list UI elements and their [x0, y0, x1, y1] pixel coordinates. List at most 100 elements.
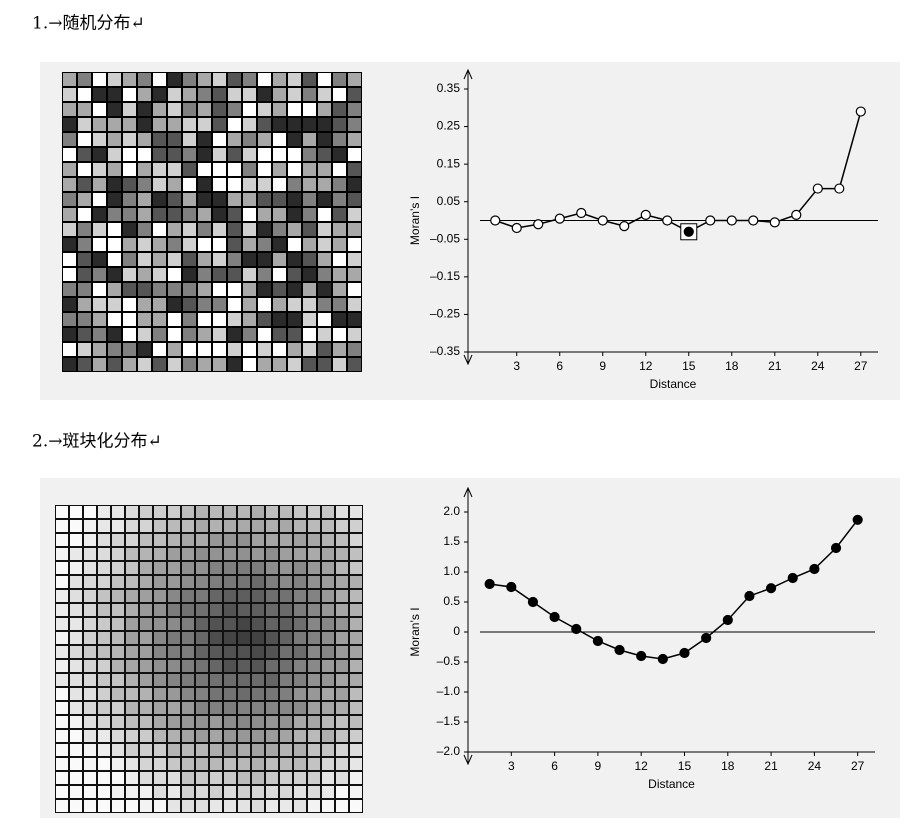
grid-cell	[198, 238, 211, 251]
grid-cell	[126, 632, 138, 644]
grid-cell	[84, 688, 96, 700]
x-tick-label: 27	[854, 359, 868, 373]
grid-cell	[126, 562, 138, 574]
grid-cell	[56, 786, 68, 798]
grid-cell	[123, 163, 136, 176]
grid-cell	[84, 758, 96, 770]
grid-cell	[126, 520, 138, 532]
grid-cell	[140, 716, 152, 728]
grid-cell	[93, 238, 106, 251]
grid-cell	[84, 744, 96, 756]
grid-cell	[138, 148, 151, 161]
grid-cell	[93, 358, 106, 371]
grid-cell	[63, 208, 76, 221]
x-tick-label: 3	[513, 359, 520, 373]
grid-cell	[294, 716, 306, 728]
grid-cell	[348, 73, 361, 86]
grid-cell	[183, 178, 196, 191]
grid-cell	[168, 660, 180, 672]
grid-cell	[108, 298, 121, 311]
grid-cell	[98, 758, 110, 770]
y-tick-label: 0.5	[443, 594, 460, 608]
grid-cell	[168, 772, 180, 784]
grid-cell	[126, 576, 138, 588]
grid-cell	[168, 208, 181, 221]
grid-cell	[224, 716, 236, 728]
grid-cell	[98, 534, 110, 546]
grid-cell	[303, 133, 316, 146]
grid-cell	[238, 688, 250, 700]
y-tick-label: 0.25	[437, 119, 461, 133]
point	[506, 581, 517, 593]
grid-cell	[258, 73, 271, 86]
x-tick-label: 3	[508, 759, 515, 773]
grid-cell	[168, 590, 180, 602]
point	[511, 222, 522, 234]
grid-cell	[63, 73, 76, 86]
grid-cell	[98, 660, 110, 672]
grid-cell	[198, 163, 211, 176]
grid-cell	[123, 88, 136, 101]
grid-cell	[288, 298, 301, 311]
grid-cell	[336, 534, 348, 546]
grid-cell	[213, 118, 226, 131]
grid-cell	[238, 772, 250, 784]
grid-cell	[93, 343, 106, 356]
grid-cell	[213, 163, 226, 176]
grid-cell	[348, 163, 361, 176]
grid-cell	[153, 208, 166, 221]
grid-cell	[210, 646, 222, 658]
grid-cell	[224, 520, 236, 532]
grid-cell	[98, 590, 110, 602]
grid-cell	[348, 343, 361, 356]
grid-cell	[56, 604, 68, 616]
x-tick-label: 21	[768, 359, 782, 373]
grid-cell	[280, 534, 292, 546]
grid-cell	[280, 786, 292, 798]
grid-cell	[213, 88, 226, 101]
grid-cell	[273, 238, 286, 251]
grid-cell	[138, 328, 151, 341]
grid-cell	[126, 506, 138, 518]
grid-cell	[93, 163, 106, 176]
grid-cell	[140, 744, 152, 756]
grid-cell	[308, 786, 320, 798]
grid-cell	[333, 298, 346, 311]
grid-cell	[273, 283, 286, 296]
grid-cell	[318, 193, 331, 206]
grid-cell	[336, 744, 348, 756]
grid-cell	[140, 688, 152, 700]
grid-cell	[266, 520, 278, 532]
grid-cell	[252, 688, 264, 700]
grid-cell	[280, 604, 292, 616]
x-tick-label: 24	[808, 759, 822, 773]
grid-cell	[154, 702, 166, 714]
grid-cell	[350, 744, 362, 756]
grid-cell	[258, 238, 271, 251]
grid-cell	[348, 283, 361, 296]
grid-cell	[63, 328, 76, 341]
grid-cell	[210, 716, 222, 728]
grid-cell	[56, 730, 68, 742]
grid-cell	[126, 772, 138, 784]
grid-cell	[168, 163, 181, 176]
grid-cell	[112, 660, 124, 672]
grid-cell	[213, 208, 226, 221]
grid-cell	[168, 133, 181, 146]
grid-cell	[333, 178, 346, 191]
grid-cell	[333, 283, 346, 296]
grid-cell	[303, 163, 316, 176]
grid-cell	[280, 506, 292, 518]
grid-cell	[322, 688, 334, 700]
y-tick-label: 0.05	[437, 194, 461, 208]
grid-cell	[273, 298, 286, 311]
grid-cell	[196, 562, 208, 574]
grid-cell	[350, 786, 362, 798]
grid-cell	[350, 618, 362, 630]
grid-cell	[183, 328, 196, 341]
grid-cell	[213, 358, 226, 371]
point	[576, 207, 587, 219]
grid-cell	[78, 358, 91, 371]
grid-cell	[153, 313, 166, 326]
grid-cell	[153, 343, 166, 356]
